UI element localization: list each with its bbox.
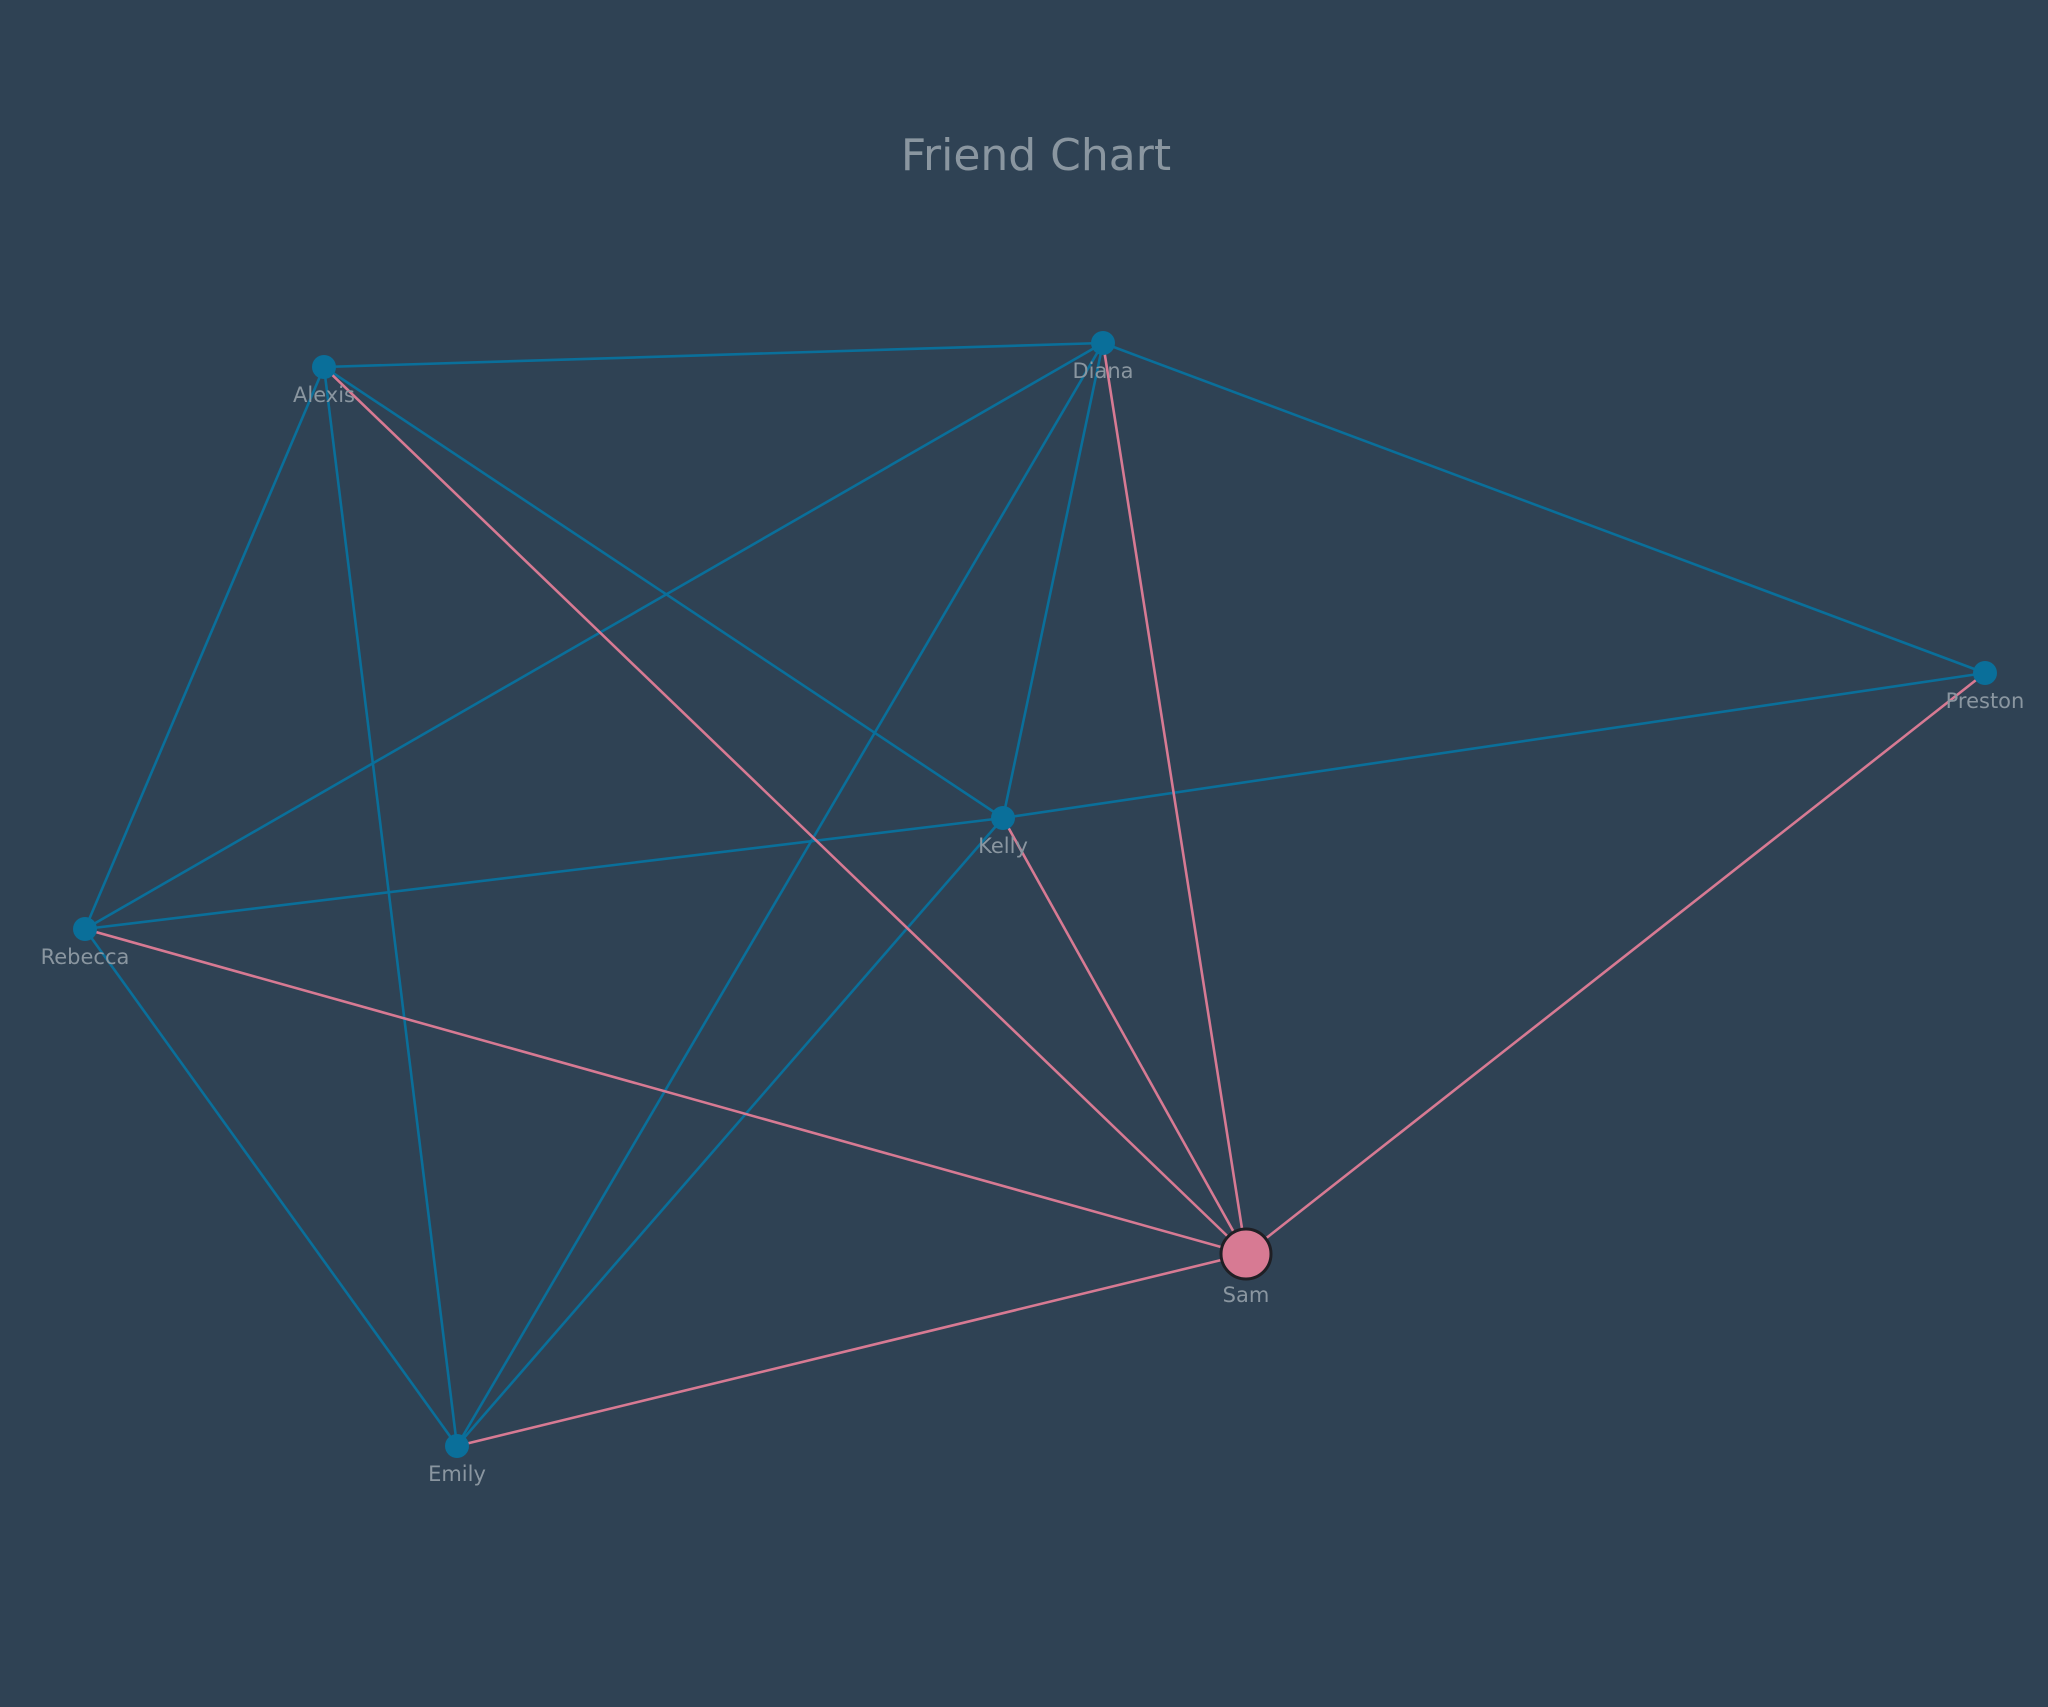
edge-alexis-emily <box>322 366 459 1447</box>
node-alexis[interactable] <box>312 355 336 379</box>
node-label-sam: Sam <box>1223 1283 1270 1307</box>
label-layer: Alexis Diana Preston Kelly Rebecca Sam Emily <box>41 359 2025 1486</box>
edge-preston-kelly <box>1002 671 1986 820</box>
edge-diana-rebecca <box>84 341 1104 931</box>
node-diana[interactable] <box>1091 331 1115 355</box>
edge-kelly-sam <box>1001 817 1248 1255</box>
edge-layer <box>83 341 1986 1448</box>
node-label-alexis: Alexis <box>293 383 355 407</box>
edge-rebecca-emily <box>83 928 459 1447</box>
edge-emily-sam <box>456 1252 1247 1448</box>
edge-kelly-emily <box>456 817 1004 1447</box>
node-label-emily: Emily <box>428 1462 486 1486</box>
node-sam[interactable] <box>1219 1227 1273 1281</box>
node-label-diana: Diana <box>1072 359 1133 383</box>
edge-alexis-rebecca <box>83 366 326 930</box>
node-preston[interactable] <box>1973 661 1997 685</box>
edge-alexis-diana <box>323 341 1104 369</box>
node-kelly[interactable] <box>991 806 1015 830</box>
node-emily[interactable] <box>445 1434 469 1458</box>
edge-preston-sam <box>1245 671 1986 1256</box>
edge-rebecca-sam <box>84 927 1247 1256</box>
edge-diana-emily <box>455 342 1105 1447</box>
edge-alexis-kelly <box>323 365 1004 820</box>
edge-diana-sam <box>1101 342 1248 1255</box>
edge-diana-kelly <box>1001 342 1105 819</box>
chart-title: Friend Chart <box>901 130 1171 181</box>
node-label-kelly: Kelly <box>978 834 1028 858</box>
node-label-preston: Preston <box>1946 689 2025 713</box>
node-label-rebecca: Rebecca <box>41 945 130 969</box>
edge-alexis-sam <box>323 366 1247 1255</box>
edge-diana-preston <box>1102 341 1986 675</box>
edge-kelly-rebecca <box>84 816 1004 931</box>
node-rebecca[interactable] <box>73 917 97 941</box>
node-layer <box>73 331 1997 1458</box>
